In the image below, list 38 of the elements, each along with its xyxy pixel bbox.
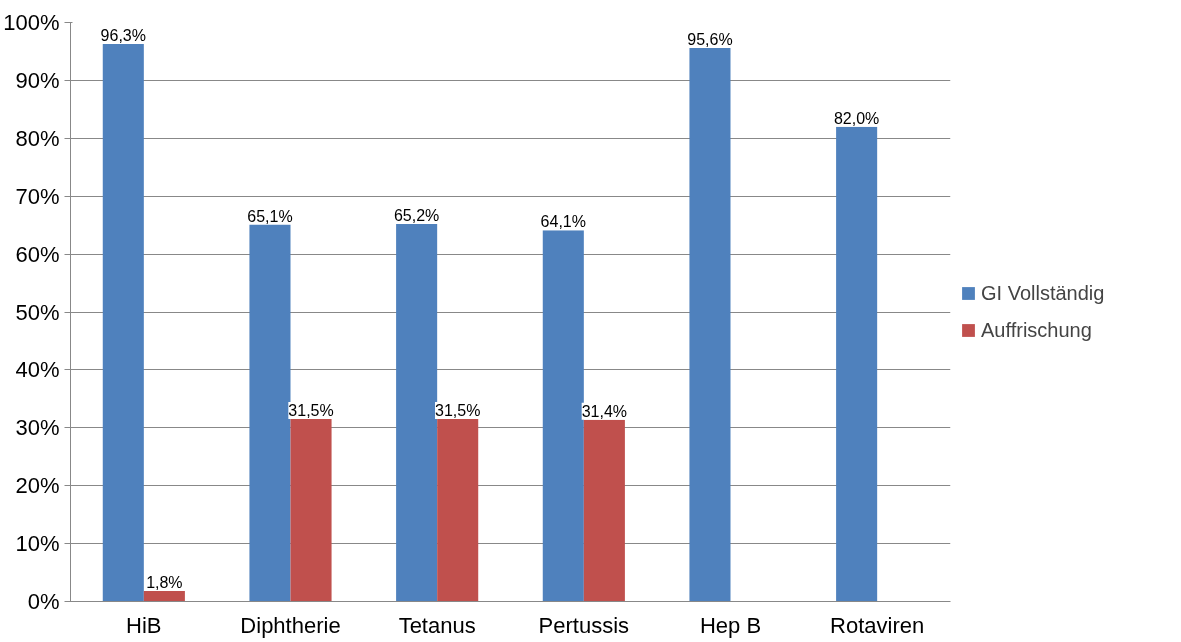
data-label: 65,1% bbox=[247, 207, 293, 225]
data-label: 82,0% bbox=[833, 109, 880, 127]
x-tick-label: Rotaviren bbox=[830, 612, 925, 638]
bar bbox=[102, 43, 144, 602]
y-tick-label: 80% bbox=[15, 125, 60, 151]
y-tick-label: 50% bbox=[15, 299, 60, 325]
y-tick-label: 10% bbox=[15, 531, 60, 557]
bar bbox=[437, 419, 479, 602]
bar bbox=[836, 126, 878, 602]
bar bbox=[689, 47, 731, 602]
y-tick-label: 60% bbox=[15, 241, 60, 267]
bar bbox=[583, 419, 625, 602]
data-label: 96,3% bbox=[100, 26, 146, 44]
data-label: 95,6% bbox=[687, 30, 733, 48]
bar bbox=[542, 230, 584, 602]
y-tick-label: 0% bbox=[27, 589, 60, 614]
data-label: 65,2% bbox=[393, 206, 440, 224]
x-tick-label: Hep B bbox=[699, 612, 762, 638]
y-tick-label: 70% bbox=[15, 183, 60, 209]
y-tick-label: 40% bbox=[15, 357, 60, 383]
y-tick-label: 20% bbox=[15, 473, 60, 499]
x-tick-label: Diphtherie bbox=[240, 612, 341, 638]
bar bbox=[290, 419, 332, 602]
y-tick-label: 30% bbox=[15, 415, 60, 441]
y-tick-label: 100% bbox=[3, 10, 60, 35]
x-tick-label: Tetanus bbox=[398, 612, 476, 638]
data-label: 31,5% bbox=[435, 402, 481, 420]
data-label: 64,1% bbox=[540, 213, 586, 231]
y-tick-label: 90% bbox=[15, 67, 60, 93]
data-label: 31,5% bbox=[288, 402, 334, 420]
legend-label: GI Vollständig bbox=[981, 281, 1105, 305]
x-tick-label: HiB bbox=[126, 612, 162, 638]
x-tick-label: Pertussis bbox=[538, 612, 630, 638]
bar bbox=[249, 224, 291, 602]
bar bbox=[143, 591, 185, 602]
legend-label: Auffrischung bbox=[981, 318, 1092, 342]
data-label: 1,8% bbox=[146, 574, 183, 592]
data-label: 31,4% bbox=[581, 402, 628, 420]
